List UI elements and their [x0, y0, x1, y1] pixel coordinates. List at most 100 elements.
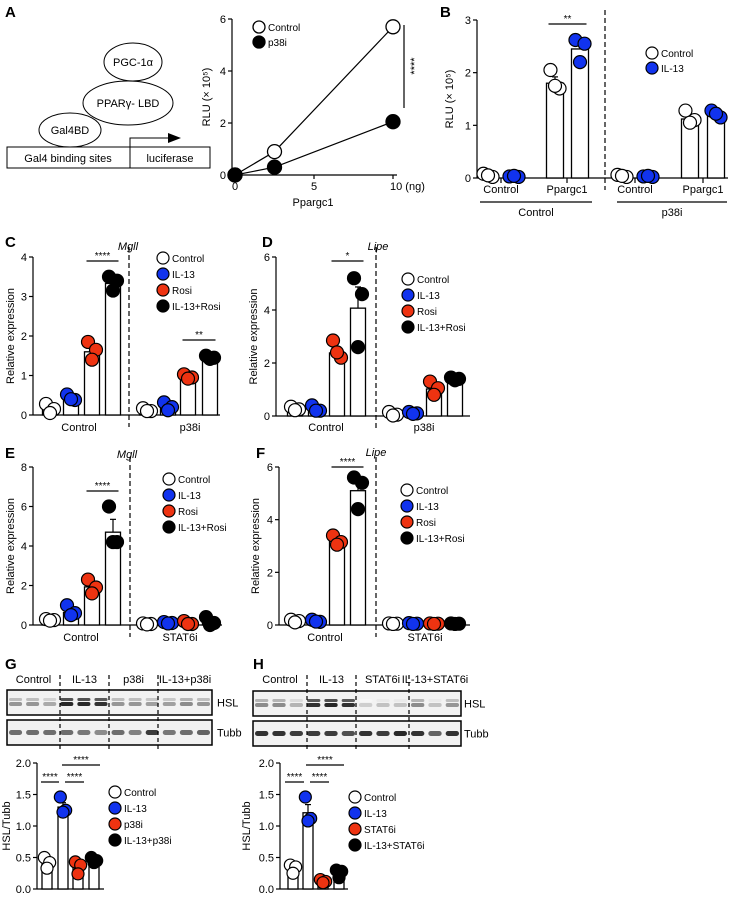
legend-marker — [162, 520, 176, 534]
legend-label: IL-13 — [172, 270, 195, 281]
data-point — [42, 613, 58, 628]
legend-label: Control — [417, 275, 449, 286]
blot-band — [179, 730, 193, 735]
data-point — [332, 871, 346, 885]
data-point — [298, 790, 312, 804]
group-label: STAT6i — [407, 632, 442, 644]
blot-band — [60, 698, 74, 701]
data-point — [316, 876, 330, 890]
legend-label: IL-13 — [364, 809, 387, 820]
data-point — [84, 586, 100, 601]
blot-lane-label: p38i — [123, 674, 144, 686]
blot-band — [255, 703, 269, 707]
blot-band — [307, 703, 321, 707]
legend-marker — [156, 283, 170, 297]
data-point — [40, 861, 54, 875]
panel-label-c: C — [5, 234, 16, 251]
y-axis-label: RLU (× 10⁵) — [201, 68, 213, 127]
group-label: p38i — [662, 207, 683, 219]
blot-lane-label: STAT6i — [365, 674, 400, 686]
panel-label-e: E — [5, 445, 15, 462]
legend-marker — [401, 320, 415, 334]
legend-marker — [252, 20, 266, 34]
data-point — [405, 616, 421, 632]
western-blot: Control IL-13 STAT6i IL-13+STAT6i HSL Tubb — [252, 674, 489, 751]
blot-band — [255, 699, 269, 702]
blot-band — [289, 731, 303, 736]
legend-label: IL-13+STAT6i — [364, 841, 425, 852]
blot-band — [94, 698, 108, 701]
chart-e: 0 2 4 6 8 Relative expression Mgll Control STAT6… — [5, 449, 227, 644]
y-tick-label: 2 — [264, 358, 270, 370]
blot-band — [445, 703, 459, 707]
data-point — [71, 867, 85, 881]
significance-label: **** — [73, 755, 89, 766]
y-axis-label: RLU (× 10⁵) — [444, 70, 456, 129]
gene-label: Lipe — [368, 241, 389, 253]
data-point — [354, 475, 370, 490]
data-point — [139, 403, 155, 419]
data-point — [329, 345, 345, 360]
chart-h: 0.0 0.5 1.0 1.5 2.0 HSL/Tubb Control IL-13 STAT6… — [241, 674, 489, 896]
blot-lane-label: Control — [16, 674, 51, 686]
series-line-1 — [234, 121, 394, 176]
data-point — [308, 403, 324, 418]
gene-label: Lipe — [366, 447, 387, 459]
data-point — [63, 608, 79, 623]
blot-lane-label: IL-13 — [72, 674, 97, 686]
blot-band — [359, 703, 373, 707]
legend-label: Rosi — [178, 507, 198, 518]
blot-band — [341, 699, 355, 702]
data-point — [202, 351, 218, 367]
data-point — [227, 167, 243, 183]
blot-band — [94, 730, 108, 735]
legend-marker — [348, 822, 362, 836]
legend-label: Control — [661, 49, 693, 60]
blot-band — [128, 698, 142, 701]
protein-label: Gal4BD — [51, 125, 90, 137]
protein-ellipse — [103, 42, 163, 82]
legend-label: IL-13 — [416, 502, 439, 513]
y-tick-label: 4 — [264, 305, 270, 317]
blot-band — [411, 699, 425, 702]
blot-band — [60, 730, 74, 735]
chart-b: 0 1 2 3 RLU (× 10⁵) Control Ppargc1 Control Ppar… — [444, 10, 728, 219]
chart-a: 0 2 4 6 0 5 10 (ng) Ppargc1 RLU (× 10⁵) Control p3… — [201, 14, 425, 209]
legend-marker — [108, 833, 122, 847]
data-point — [572, 55, 588, 70]
legend-marker — [108, 785, 122, 799]
panel-label-g: G — [5, 656, 17, 673]
legend-marker — [400, 483, 414, 497]
legend-marker — [401, 288, 415, 302]
construct-diagram: Gal4 binding sites luciferase Gal4BD PPARγ-… — [6, 42, 211, 169]
x-tick-label: Ppargc1 — [683, 184, 724, 196]
blot-band — [162, 698, 176, 701]
blot-band — [145, 702, 159, 706]
chart-d: 0 2 4 6 Relative expression Lipe Control p38i Co… — [248, 241, 470, 434]
y-tick-label: 1.5 — [16, 790, 31, 802]
blot-band — [145, 698, 159, 701]
legend-label: IL-13 — [178, 491, 201, 502]
bar — [328, 540, 346, 626]
legend-marker — [156, 251, 170, 265]
significance-label: **** — [312, 772, 328, 783]
panel-label-h: H — [253, 656, 264, 673]
blot-band — [196, 698, 210, 701]
significance-label: ** — [195, 330, 203, 341]
group-label: Control — [518, 207, 553, 219]
significance-label: **** — [317, 755, 333, 766]
legend-label: Control — [416, 486, 448, 497]
y-tick-label: 0.0 — [16, 884, 31, 896]
y-tick-label: 0 — [267, 620, 273, 632]
blot-band — [359, 731, 373, 736]
data-point — [287, 615, 303, 630]
blot-band — [26, 698, 40, 701]
group-label: Control — [63, 632, 98, 644]
arrowhead-icon — [168, 133, 181, 143]
western-blot: Control IL-13 p38i IL-13+p38i HSL Tubb — [6, 674, 242, 750]
y-tick-label: 6 — [267, 462, 273, 474]
data-point — [506, 168, 522, 183]
legend-marker — [156, 299, 170, 313]
